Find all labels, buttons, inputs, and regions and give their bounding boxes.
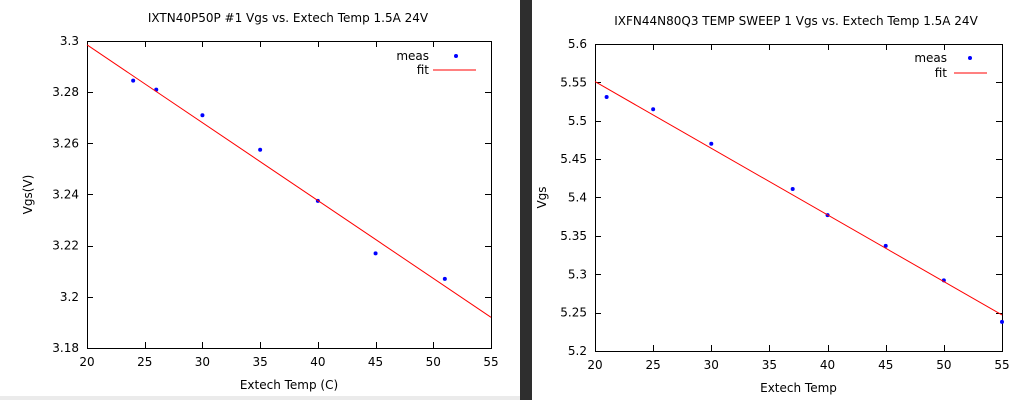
x-tick-label: 20	[79, 355, 94, 369]
chart-ixtn40p50p: IXTN40P50P #1 Vgs vs. Extech Temp 1.5A 2…	[21, 11, 499, 392]
y-tick-label: 5.45	[560, 152, 587, 166]
x-tick-label: 50	[426, 355, 441, 369]
legend-label-meas: meas	[396, 49, 429, 63]
x-tick-label: 50	[936, 358, 951, 372]
chart-panel-left: IXTN40P50P #1 Vgs vs. Extech Temp 1.5A 2…	[21, 11, 499, 392]
legend-swatch-meas	[968, 56, 972, 60]
y-tick-label: 5.4	[568, 191, 587, 205]
y-tick-label: 3.24	[52, 188, 79, 202]
legend-label-fit: fit	[417, 63, 430, 77]
data-point	[883, 243, 888, 248]
data-point	[131, 78, 136, 83]
x-tick-label: 30	[195, 355, 210, 369]
y-axis-label: Vgs	[535, 186, 549, 208]
y-tick-label: 5.35	[560, 229, 587, 243]
y-tick-label: 3.22	[52, 239, 79, 253]
y-tick-label: 5.6	[568, 37, 587, 51]
x-tick-label: 25	[137, 355, 152, 369]
x-tick-label: 55	[483, 355, 498, 369]
x-tick-label: 20	[587, 358, 602, 372]
y-axis-label: Vgs(V)	[21, 175, 35, 215]
data-point	[1000, 319, 1004, 324]
data-point	[651, 107, 656, 112]
y-tick-label: 5.25	[560, 306, 587, 320]
legend-label-fit: fit	[935, 66, 948, 80]
x-axis-label: Extech Temp (C)	[240, 378, 338, 392]
data-point	[442, 276, 447, 281]
y-tick-label: 3.28	[52, 85, 79, 99]
legend-swatch-meas	[454, 54, 458, 58]
chart-title: IXTN40P50P #1 Vgs vs. Extech Temp 1.5A 2…	[148, 11, 429, 25]
data-point	[258, 147, 263, 152]
x-tick-label: 55	[994, 358, 1009, 372]
x-tick-label: 25	[646, 358, 661, 372]
chart-panel-right: IXFN44N80Q3 TEMP SWEEP 1 Vgs vs. Extech …	[532, 0, 1014, 400]
plot-frame	[87, 41, 492, 349]
y-tick-label: 3.2	[60, 290, 79, 304]
fit-line	[594, 81, 1003, 316]
x-tick-label: 35	[253, 355, 268, 369]
y-tick-label: 5.55	[560, 75, 587, 89]
data-point	[709, 141, 714, 146]
x-axis-label: Extech Temp	[760, 381, 837, 395]
y-tick-label: 3.26	[52, 136, 79, 150]
x-tick-label: 40	[310, 355, 325, 369]
panel-bottom-strip	[0, 396, 520, 400]
x-tick-label: 45	[878, 358, 893, 372]
y-tick-label: 3.3	[60, 34, 79, 48]
data-point	[604, 94, 609, 99]
chart-ixfn44n80q3: IXFN44N80Q3 TEMP SWEEP 1 Vgs vs. Extech …	[535, 14, 1010, 395]
y-tick-label: 3.18	[52, 341, 79, 355]
x-tick-label: 35	[762, 358, 777, 372]
x-tick-label: 30	[704, 358, 719, 372]
fit-line	[86, 44, 492, 318]
data-point	[373, 251, 378, 256]
chart-title: IXFN44N80Q3 TEMP SWEEP 1 Vgs vs. Extech …	[614, 14, 978, 28]
y-tick-label: 5.5	[568, 114, 587, 128]
data-point	[790, 187, 795, 192]
x-tick-label: 45	[368, 355, 383, 369]
y-tick-label: 5.3	[568, 267, 587, 281]
y-tick-label: 5.2	[568, 344, 587, 358]
legend-label-meas: meas	[914, 51, 947, 65]
data-point	[200, 113, 205, 118]
panel-divider	[520, 0, 532, 400]
x-tick-label: 40	[820, 358, 835, 372]
